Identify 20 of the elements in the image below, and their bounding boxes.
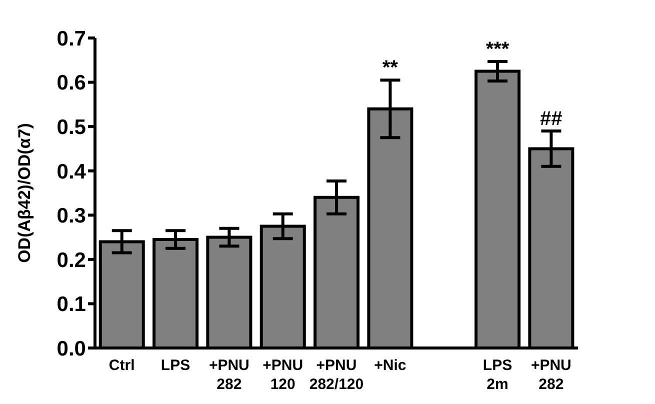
y-tick-label: 0.2 bbox=[56, 248, 86, 272]
x-tick-label: +PNU 282/120 bbox=[309, 357, 364, 393]
x-tick-label: +PNU 282 bbox=[208, 357, 250, 393]
x-tick-label: +Nic bbox=[374, 357, 406, 374]
y-tick-label: 0.3 bbox=[56, 204, 86, 228]
x-tick-label: +PNU 282 bbox=[530, 357, 572, 393]
annotation: ## bbox=[540, 108, 562, 130]
y-tick-label: 0.6 bbox=[56, 72, 86, 95]
y-tick-label: 0.1 bbox=[56, 293, 86, 316]
y-tick-label: 0.5 bbox=[56, 116, 86, 140]
x-tick-label: Ctrl bbox=[108, 357, 135, 374]
y-tick-label: 0.4 bbox=[56, 160, 86, 184]
annotation: *** bbox=[486, 38, 510, 60]
y-tick-label: 0.7 bbox=[56, 27, 86, 50]
x-tick-label: +PNU 120 bbox=[262, 357, 304, 393]
x-tick-label: LPS 2m bbox=[482, 357, 512, 393]
y-tick-label: 0.0 bbox=[56, 337, 86, 360]
annotation: ** bbox=[382, 57, 398, 80]
x-tick-label: LPS bbox=[160, 357, 190, 374]
y-axis-title: OD(Aβ42)/OD(α7) bbox=[15, 123, 34, 263]
